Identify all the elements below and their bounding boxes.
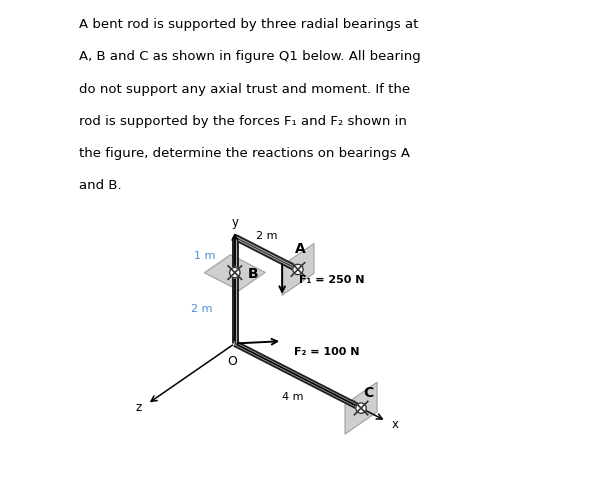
Text: A: A — [295, 242, 306, 256]
Text: 1 m: 1 m — [194, 251, 215, 260]
Text: rod is supported by the forces F₁ and F₂ shown in: rod is supported by the forces F₁ and F₂… — [79, 115, 407, 128]
Text: z: z — [135, 400, 142, 413]
Text: 2 m: 2 m — [256, 230, 277, 240]
Text: y: y — [231, 216, 238, 228]
Circle shape — [229, 268, 240, 278]
Text: A, B and C as shown in figure Q1 below. All bearing: A, B and C as shown in figure Q1 below. … — [79, 50, 421, 63]
Circle shape — [293, 264, 303, 275]
Text: do not support any axial trust and moment. If the: do not support any axial trust and momen… — [79, 83, 410, 96]
Text: and B.: and B. — [79, 179, 122, 192]
Text: F₂ = 100 N: F₂ = 100 N — [294, 346, 359, 356]
Text: B: B — [248, 266, 259, 280]
Text: A bent rod is supported by three radial bearings at: A bent rod is supported by three radial … — [79, 18, 418, 31]
Text: F₁ = 250 N: F₁ = 250 N — [299, 275, 364, 285]
Text: x: x — [391, 417, 399, 430]
Circle shape — [356, 403, 366, 413]
Text: the figure, determine the reactions on bearings A: the figure, determine the reactions on b… — [79, 146, 410, 159]
Text: 2 m: 2 m — [191, 303, 212, 313]
Polygon shape — [345, 383, 377, 434]
Polygon shape — [204, 255, 265, 291]
Polygon shape — [282, 244, 314, 296]
Text: C: C — [364, 385, 374, 399]
Text: O: O — [228, 354, 237, 367]
Text: 4 m: 4 m — [282, 391, 304, 401]
